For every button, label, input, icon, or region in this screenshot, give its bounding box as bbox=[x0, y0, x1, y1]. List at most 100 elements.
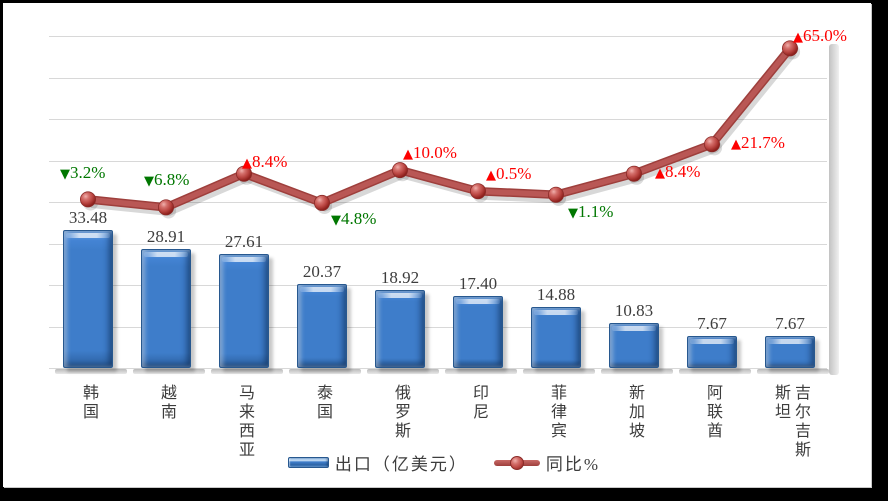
legend-yoy-label: 同比% bbox=[545, 455, 601, 474]
bar-吉尔吉斯斯坦 bbox=[765, 336, 815, 368]
bar-value-label: 14.88 bbox=[536, 284, 576, 304]
category-text: 印尼 bbox=[470, 384, 487, 422]
category-label-新加坡: 新加坡 bbox=[592, 384, 676, 441]
data-point-marker bbox=[548, 186, 565, 203]
axis-floor-shadow bbox=[367, 369, 439, 374]
bar-阿联酋 bbox=[687, 336, 737, 368]
line-markers bbox=[80, 40, 799, 216]
category-label-泰国: 泰国 bbox=[280, 384, 364, 422]
category-text: 泰国 bbox=[314, 384, 331, 422]
bar-俄罗斯 bbox=[375, 289, 425, 368]
axis-floor-shadow bbox=[601, 369, 673, 374]
axis-floor-shadow bbox=[523, 369, 595, 374]
yoy-point-label: ▲21.7% bbox=[731, 133, 785, 152]
triangle-up-icon: ▲ bbox=[793, 30, 803, 45]
category-text: 阿联酋 bbox=[704, 384, 721, 441]
category-text: 马来西亚 bbox=[236, 384, 253, 460]
yoy-point-label: ▲8.4% bbox=[655, 162, 701, 181]
axis-floor-shadow bbox=[211, 369, 283, 374]
category-text: 韩国 bbox=[80, 384, 97, 422]
category-label-马来西亚: 马来西亚 bbox=[202, 384, 286, 460]
axis-floor-shadow bbox=[133, 369, 205, 374]
category-text: 越南 bbox=[158, 384, 175, 422]
bar-value-label: 20.37 bbox=[302, 261, 342, 281]
gridline bbox=[49, 243, 827, 245]
axis-floor-shadow bbox=[757, 369, 829, 374]
bar-韩国 bbox=[63, 229, 113, 368]
category-text: 新加坡 bbox=[626, 384, 643, 441]
yoy-line-series bbox=[80, 40, 801, 219]
legend: 出口（亿美元） 同比% bbox=[55, 450, 833, 475]
category-label-菲律宾: 菲律宾 bbox=[514, 384, 598, 441]
bar-马来西亚 bbox=[219, 254, 269, 368]
marker-sphere-icon bbox=[509, 455, 524, 470]
yoy-point-label: ▼1.1% bbox=[568, 202, 614, 221]
axis-floor-shadow bbox=[289, 369, 361, 374]
data-point-marker bbox=[704, 136, 721, 153]
bar-菲律宾 bbox=[531, 306, 581, 368]
gridline bbox=[49, 36, 827, 37]
axis-floor-shadow bbox=[679, 369, 751, 374]
triangle-up-icon: ▲ bbox=[486, 168, 496, 183]
gridline bbox=[49, 285, 827, 286]
triangle-down-icon: ▼ bbox=[568, 206, 578, 221]
line-swatch-icon bbox=[493, 455, 540, 470]
category-text: 菲律宾 bbox=[548, 384, 565, 441]
bar-swatch-icon bbox=[287, 457, 329, 468]
data-point-marker bbox=[391, 162, 408, 179]
bar-value-label: 18.92 bbox=[380, 267, 420, 287]
bar-泰国 bbox=[297, 283, 347, 368]
gridline bbox=[49, 202, 827, 203]
bar-value-label: 28.91 bbox=[146, 226, 186, 246]
category-text: 吉尔吉斯斯坦 bbox=[772, 384, 809, 460]
bar-越南 bbox=[141, 248, 191, 368]
triangle-down-icon: ▼ bbox=[144, 174, 154, 189]
triangle-down-icon: ▼ bbox=[331, 213, 341, 228]
data-point-marker bbox=[313, 194, 330, 211]
legend-item-yoy: 同比% bbox=[493, 450, 601, 475]
data-point-marker bbox=[235, 165, 252, 182]
yoy-point-label: ▼4.8% bbox=[331, 209, 377, 228]
category-label-吉尔吉斯斯坦: 吉尔吉斯斯坦 bbox=[748, 384, 832, 470]
axis-floor-shadow bbox=[55, 369, 127, 374]
bar-value-label: 17.40 bbox=[458, 274, 498, 294]
yoy-point-label: ▲65.0% bbox=[793, 26, 847, 45]
bar-印尼 bbox=[453, 296, 503, 368]
yoy-point-label: ▼3.2% bbox=[60, 163, 106, 182]
data-point-marker bbox=[80, 191, 97, 208]
axis-floor-shadow bbox=[445, 369, 517, 374]
category-label-印尼: 印尼 bbox=[436, 384, 520, 422]
bar-value-label: 27.61 bbox=[224, 232, 264, 252]
yoy-point-label: ▼6.8% bbox=[144, 170, 190, 189]
bar-value-label: 33.48 bbox=[68, 207, 108, 227]
legend-export-label: 出口（亿美元） bbox=[334, 455, 468, 474]
triangle-up-icon: ▲ bbox=[655, 166, 665, 181]
gridline bbox=[49, 368, 827, 369]
bar-value-label: 10.83 bbox=[614, 301, 654, 321]
category-label-越南: 越南 bbox=[124, 384, 208, 422]
gridline bbox=[49, 119, 827, 120]
bar-新加坡 bbox=[609, 323, 659, 368]
data-point-marker bbox=[626, 165, 643, 182]
triangle-up-icon: ▲ bbox=[242, 156, 252, 171]
legend-item-export: 出口（亿美元） bbox=[287, 450, 468, 475]
triangle-down-icon: ▼ bbox=[60, 167, 70, 182]
data-point-marker bbox=[469, 183, 486, 200]
gridline bbox=[49, 160, 827, 162]
triangle-up-icon: ▲ bbox=[731, 137, 741, 152]
yoy-point-label: ▲8.4% bbox=[242, 152, 288, 171]
plot-right-shadow bbox=[829, 44, 839, 375]
chart-panel: 33.48 28.91 27.61 20.37 18.92 17.40 14.88 10.83… bbox=[3, 3, 871, 487]
category-text: 俄罗斯 bbox=[392, 384, 409, 441]
line-path bbox=[83, 44, 795, 212]
data-point-marker bbox=[157, 199, 174, 216]
triangle-up-icon: ▲ bbox=[403, 147, 413, 162]
bar-value-label: 7.67 bbox=[697, 314, 727, 334]
category-label-阿联酋: 阿联酋 bbox=[670, 384, 754, 441]
yoy-point-label: ▲0.5% bbox=[486, 164, 532, 183]
gridline bbox=[49, 77, 827, 79]
category-label-俄罗斯: 俄罗斯 bbox=[358, 384, 442, 441]
data-point-marker bbox=[782, 40, 799, 57]
gridline bbox=[49, 326, 827, 328]
